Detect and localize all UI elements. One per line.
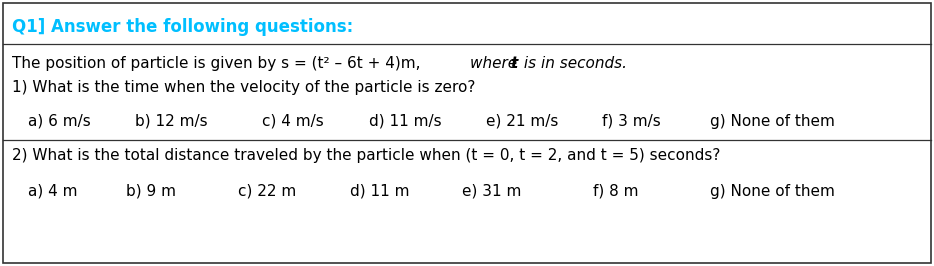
Text: e) 21 m/s: e) 21 m/s <box>486 114 558 129</box>
Text: b) 12 m/s: b) 12 m/s <box>135 114 208 129</box>
Text: d) 11 m/s: d) 11 m/s <box>369 114 442 129</box>
Text: b) 9 m: b) 9 m <box>126 184 177 199</box>
Text: 2) What is the total distance traveled by the particle when (t = 0, t = 2, and t: 2) What is the total distance traveled b… <box>12 148 720 163</box>
Text: t: t <box>510 56 517 71</box>
Text: The position of particle is given by s = (t² – 6t + 4)m,: The position of particle is given by s =… <box>12 56 425 71</box>
Text: d) 11 m: d) 11 m <box>350 184 410 199</box>
Text: c) 4 m/s: c) 4 m/s <box>262 114 323 129</box>
Text: a) 4 m: a) 4 m <box>28 184 78 199</box>
Text: is in seconds.: is in seconds. <box>519 56 627 71</box>
Text: e) 31 m: e) 31 m <box>462 184 522 199</box>
Text: Q1] Answer the following questions:: Q1] Answer the following questions: <box>12 18 353 36</box>
Text: 1) What is the time when the velocity of the particle is zero?: 1) What is the time when the velocity of… <box>12 80 475 95</box>
Text: where: where <box>470 56 522 71</box>
Text: f) 8 m: f) 8 m <box>593 184 639 199</box>
Text: g) None of them: g) None of them <box>710 184 835 199</box>
Text: c) 22 m: c) 22 m <box>238 184 296 199</box>
Text: f) 3 m/s: f) 3 m/s <box>602 114 661 129</box>
Text: a) 6 m/s: a) 6 m/s <box>28 114 91 129</box>
Text: g) None of them: g) None of them <box>710 114 835 129</box>
